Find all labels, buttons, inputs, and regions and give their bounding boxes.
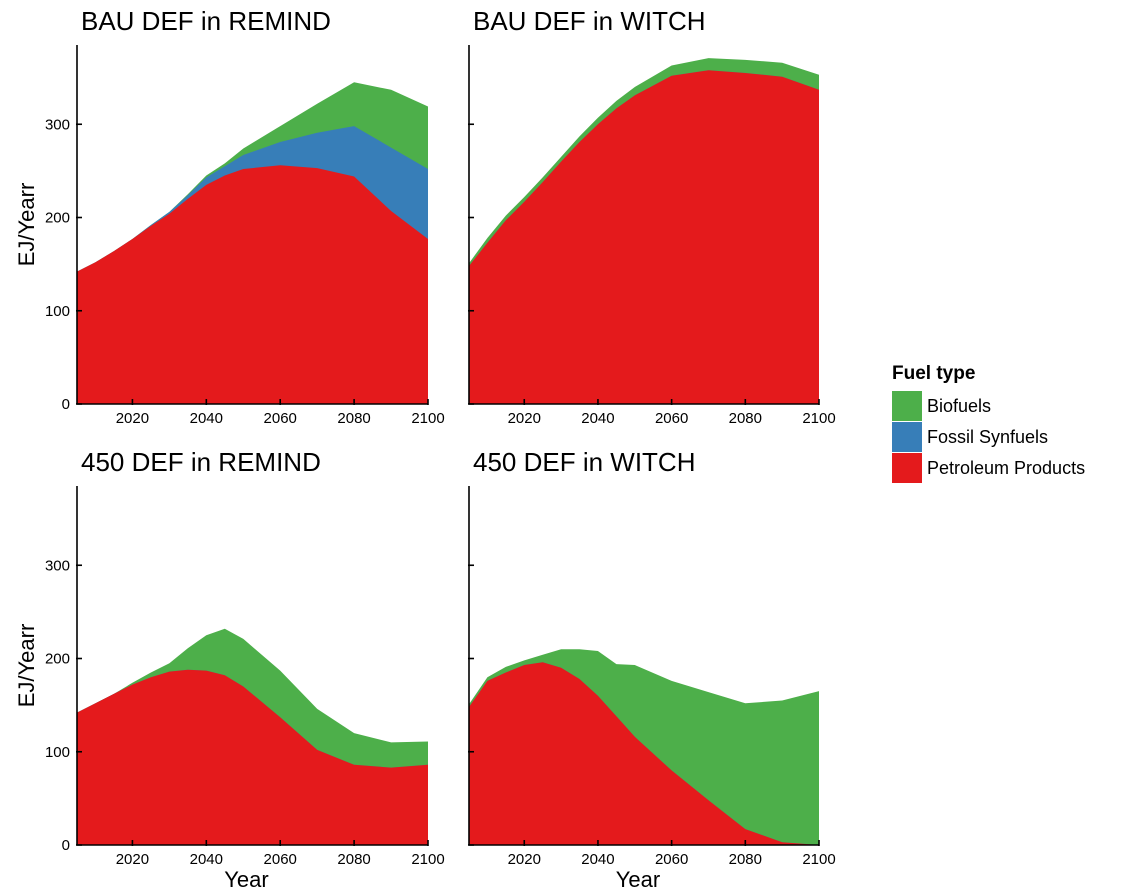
x-tick-label: 2040 (190, 851, 223, 868)
y-tick-label: 100 (45, 303, 70, 320)
panel-1: 0 100 200 300 2020 2040 2060 2080 2100 BAU DEF in… (14, 6, 445, 427)
y-tick-label: 200 (45, 651, 70, 668)
legend-label-fossil-synfuels: Fossil Synfuels (927, 427, 1048, 447)
x-tick-label: 2100 (802, 410, 835, 427)
x-tick-label: 2020 (508, 851, 541, 868)
legend-swatch-fossil-synfuels (892, 422, 922, 452)
area-petroleum-products (77, 165, 428, 404)
panel-title: BAU DEF in REMIND (81, 6, 331, 36)
legend: Fuel type Biofuels Fossil Synfuels Petro… (892, 363, 1085, 483)
x-tick-label: 2040 (581, 851, 614, 868)
x-axis-title: Year (616, 867, 660, 892)
y-tick-label: 200 (45, 210, 70, 227)
x-tick-label: 2080 (729, 410, 762, 427)
panel-title: 450 DEF in WITCH (473, 447, 696, 477)
panel-title: BAU DEF in WITCH (473, 6, 706, 36)
area-petroleum-products (77, 669, 428, 845)
legend-swatch-biofuels (892, 391, 922, 421)
x-tick-label: 2080 (729, 851, 762, 868)
y-tick-label: 300 (45, 557, 70, 574)
x-tick-label: 2100 (802, 851, 835, 868)
x-tick-label: 2100 (411, 410, 444, 427)
x-tick-label: 2040 (190, 410, 223, 427)
area-petroleum-products (469, 662, 819, 845)
x-tick-label: 2060 (655, 410, 688, 427)
legend-title: Fuel type (892, 363, 975, 384)
x-tick-label: 2020 (116, 851, 149, 868)
x-axis-title: Year (224, 867, 268, 892)
x-tick-label: 2060 (655, 851, 688, 868)
area-petroleum-products (469, 70, 819, 404)
y-axis-title: EJ/Yearr (14, 183, 39, 267)
panel-3: 0 100 200 300 2020 2040 2060 2080 2100 450 DEF in… (14, 447, 445, 892)
y-tick-label: 0 (62, 837, 70, 854)
y-tick-label: 100 (45, 744, 70, 761)
y-tick-label: 0 (62, 396, 70, 413)
y-axis-title: EJ/Yearr (14, 624, 39, 708)
panel-2: 2020 2040 2060 2080 2100 BAU DEF in WITCH (468, 6, 836, 427)
legend-label-biofuels: Biofuels (927, 396, 991, 416)
y-tick-label: 300 (45, 116, 70, 133)
x-tick-label: 2080 (337, 410, 370, 427)
x-tick-label: 2060 (264, 410, 297, 427)
x-tick-label: 2080 (337, 851, 370, 868)
panel-4: 2020 2040 2060 2080 2100 450 DEF in WITCH Year (468, 447, 836, 892)
x-tick-label: 2060 (264, 851, 297, 868)
x-tick-label: 2040 (581, 410, 614, 427)
x-tick-label: 2100 (411, 851, 444, 868)
x-tick-label: 2020 (508, 410, 541, 427)
panel-title: 450 DEF in REMIND (81, 447, 321, 477)
x-tick-label: 2020 (116, 410, 149, 427)
legend-swatch-petroleum-products (892, 453, 922, 483)
legend-label-petroleum-products: Petroleum Products (927, 458, 1085, 478)
